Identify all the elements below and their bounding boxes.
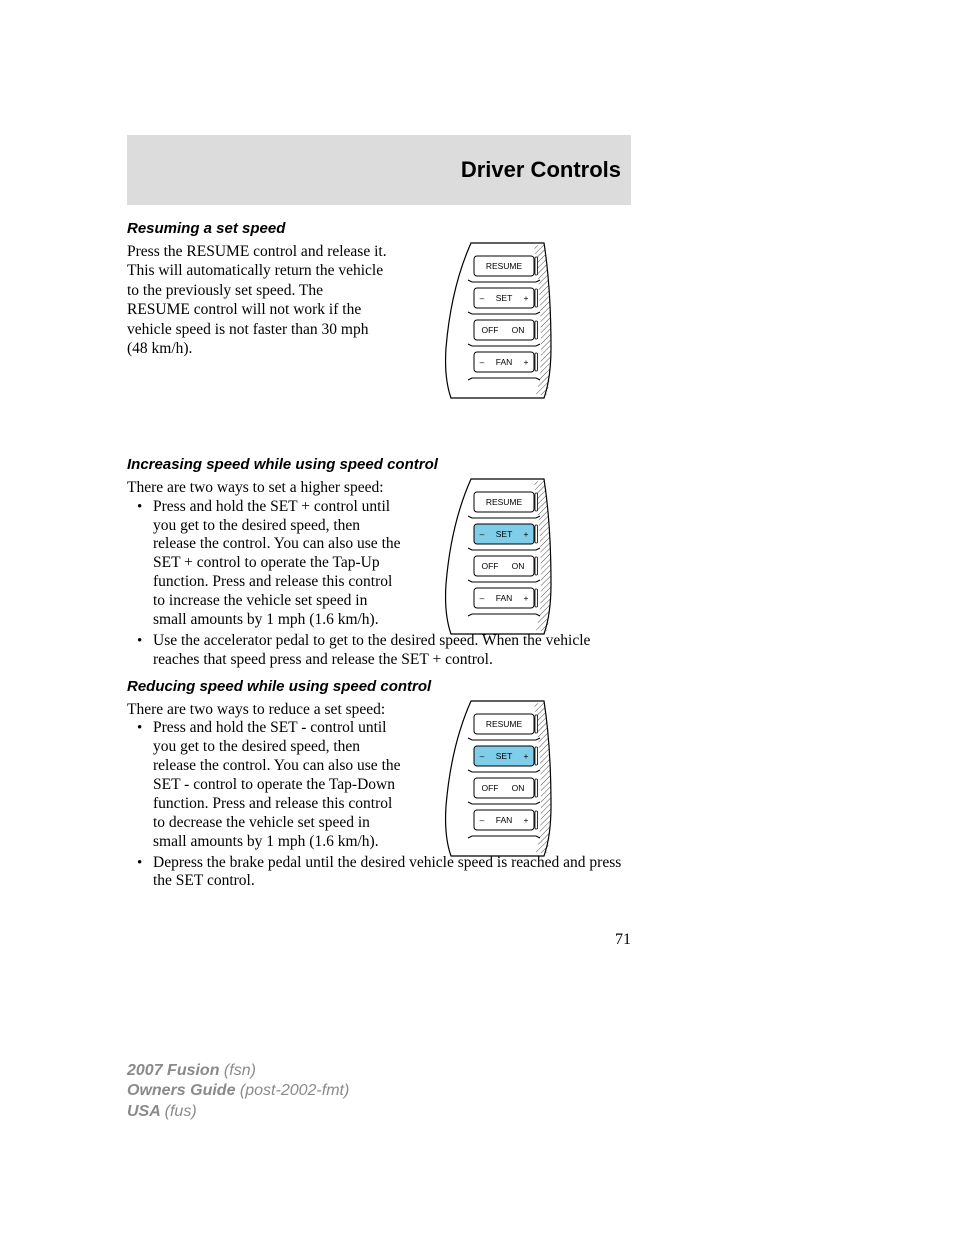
diagram-increase: RESUME – SET + OFF ON – FAN + bbox=[426, 474, 601, 639]
steering-control-icon: RESUME – SET + OFF ON – FAN + bbox=[426, 238, 601, 403]
svg-text:SET: SET bbox=[496, 751, 513, 761]
svg-text:–: – bbox=[480, 293, 485, 303]
svg-text:ON: ON bbox=[512, 325, 525, 335]
svg-text:+: + bbox=[524, 751, 529, 761]
section-reduce: Reducing speed while using speed control… bbox=[127, 678, 631, 892]
svg-text:SET: SET bbox=[496, 529, 513, 539]
svg-text:OFF: OFF bbox=[482, 325, 499, 335]
svg-text:FAN: FAN bbox=[496, 593, 513, 603]
page-number: 71 bbox=[127, 931, 631, 949]
intro-increase: There are two ways to set a higher speed… bbox=[127, 478, 387, 497]
svg-text:+: + bbox=[524, 593, 529, 603]
steering-control-icon: RESUME – SET + OFF ON – FAN + bbox=[426, 696, 601, 861]
section-title-resume: Resuming a set speed bbox=[127, 220, 631, 237]
svg-text:–: – bbox=[480, 815, 485, 825]
svg-text:–: – bbox=[480, 357, 485, 367]
section-title-increase: Increasing speed while using speed contr… bbox=[127, 456, 631, 473]
diagram-resume: RESUME – SET + OFF ON – FAN + bbox=[426, 238, 601, 403]
svg-text:+: + bbox=[524, 357, 529, 367]
svg-text:ON: ON bbox=[512, 783, 525, 793]
section-title-reduce: Reducing speed while using speed control bbox=[127, 678, 631, 695]
svg-text:RESUME: RESUME bbox=[486, 261, 523, 271]
diagram-reduce: RESUME – SET + OFF ON – FAN + bbox=[426, 696, 601, 861]
svg-text:+: + bbox=[524, 815, 529, 825]
svg-text:FAN: FAN bbox=[496, 815, 513, 825]
svg-text:OFF: OFF bbox=[482, 561, 499, 571]
footer: 2007 Fusion (fsn) Owners Guide (post-200… bbox=[127, 1061, 349, 1123]
header-band: Driver Controls bbox=[127, 135, 631, 205]
page-title: Driver Controls bbox=[461, 157, 621, 183]
svg-text:–: – bbox=[480, 593, 485, 603]
section-increase: Increasing speed while using speed contr… bbox=[127, 456, 631, 670]
intro-reduce: There are two ways to reduce a set speed… bbox=[127, 700, 387, 719]
svg-text:RESUME: RESUME bbox=[486, 719, 523, 729]
svg-text:FAN: FAN bbox=[496, 357, 513, 367]
svg-text:–: – bbox=[480, 529, 485, 539]
svg-text:–: – bbox=[480, 751, 485, 761]
body-resume: Press the RESUME control and release it.… bbox=[127, 242, 387, 358]
svg-text:OFF: OFF bbox=[482, 783, 499, 793]
svg-text:RESUME: RESUME bbox=[486, 497, 523, 507]
footer-line-1: 2007 Fusion (fsn) bbox=[127, 1061, 349, 1082]
bullet-increase-1: Press and hold the SET + control until y… bbox=[141, 498, 401, 630]
svg-text:+: + bbox=[524, 293, 529, 303]
page-content: Resuming a set speed Press the RESUME co… bbox=[127, 220, 631, 899]
bullet-reduce-1: Press and hold the SET - control until y… bbox=[141, 719, 401, 851]
footer-line-3: USA (fus) bbox=[127, 1102, 349, 1123]
svg-text:SET: SET bbox=[496, 293, 513, 303]
footer-line-2: Owners Guide (post-2002-fmt) bbox=[127, 1081, 349, 1102]
steering-control-icon: RESUME – SET + OFF ON – FAN + bbox=[426, 474, 601, 639]
svg-text:ON: ON bbox=[512, 561, 525, 571]
section-resume: Resuming a set speed Press the RESUME co… bbox=[127, 220, 631, 358]
svg-text:+: + bbox=[524, 529, 529, 539]
